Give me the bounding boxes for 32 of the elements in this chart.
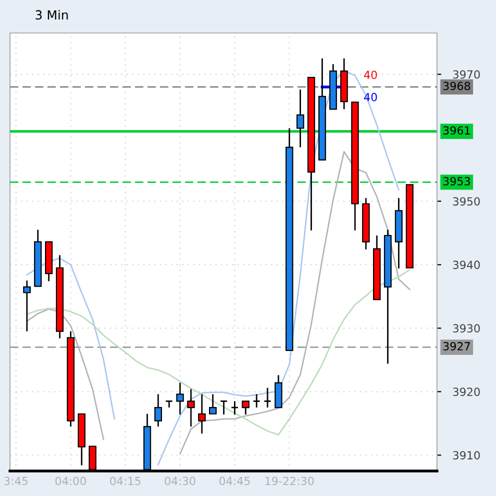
candlestick [176, 382, 184, 416]
x-tick-label: 04:00 [55, 476, 86, 486]
candlestick [264, 387, 272, 408]
y-tick-label: 3910 [453, 451, 480, 460]
candlestick [154, 393, 162, 428]
annotation: 40 [364, 92, 377, 102]
ref-line-label: 3953 [443, 176, 470, 186]
x-tick-label: 04:15 [110, 476, 140, 486]
candlestick [165, 400, 174, 408]
candlestick [209, 393, 217, 415]
x-tick-label: 19-22:30 [266, 476, 314, 486]
candlestick [187, 388, 195, 428]
candlestick [252, 393, 261, 408]
ref-line-label: 3927 [443, 342, 470, 350]
x-tick-label: 3:45 [4, 476, 28, 486]
chart-title: 3 Min [36, 10, 68, 20]
y-tick-label: 3930 [453, 324, 480, 333]
x-tick-label: 04:45 [219, 476, 250, 486]
y-tick-label: 3950 [453, 197, 480, 206]
candlestick [220, 400, 228, 416]
candlestick [198, 393, 206, 434]
ref-line-label: 3961 [443, 126, 470, 135]
y-tick-label: 3920 [453, 388, 480, 396]
y-tick-label: 3970 [453, 70, 480, 79]
line-series [26, 269, 410, 436]
candlestick [23, 280, 31, 332]
annotation: 40 [364, 70, 377, 80]
candlestick [296, 88, 304, 148]
x-tick-label: 04:30 [164, 476, 196, 486]
y-tick-label: 3940 [453, 260, 480, 270]
candlestick [242, 400, 250, 416]
ref-line-label: 3968 [443, 82, 470, 90]
